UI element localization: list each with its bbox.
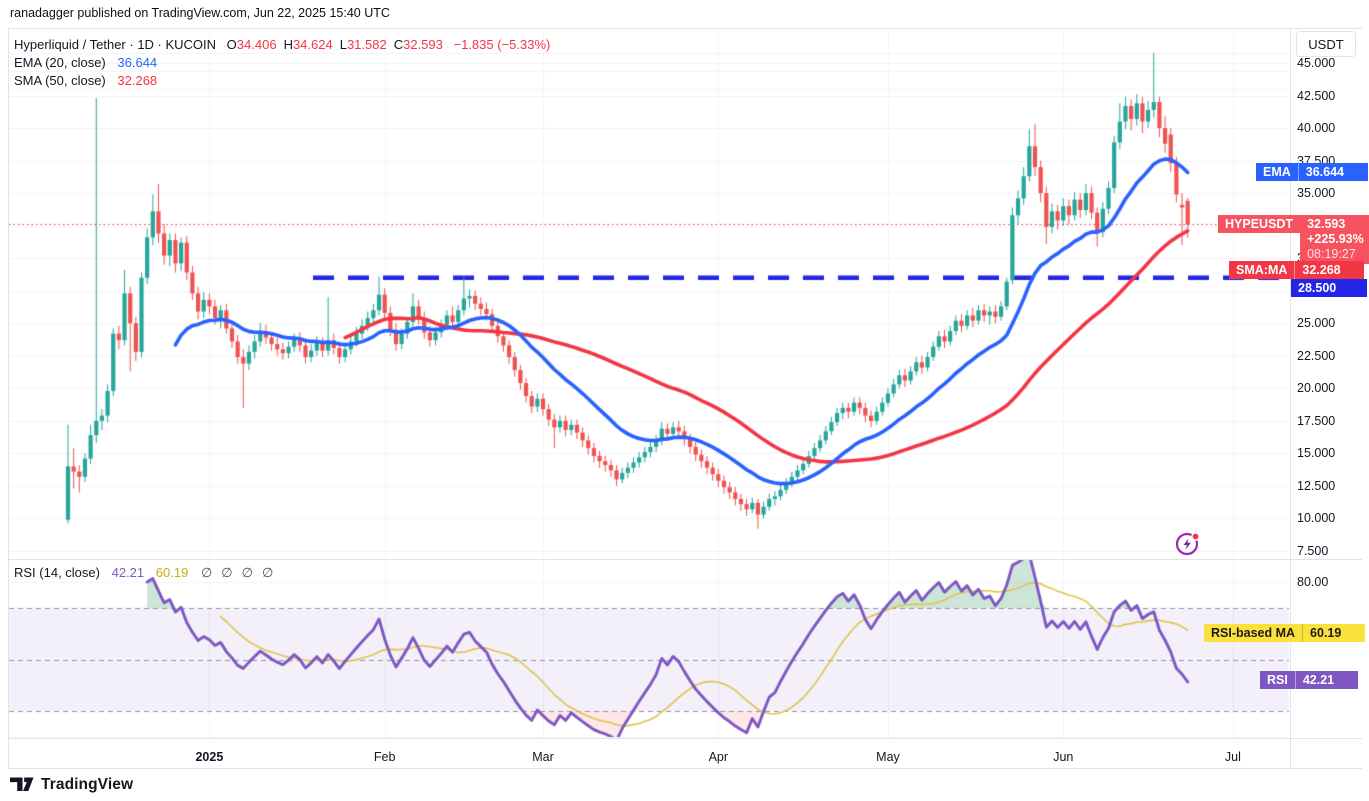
price-tick: 10.000 [1297, 511, 1336, 526]
tradingview-logo-text: TradingView [41, 775, 134, 793]
ohlc-values: O34.406 H34.624 L31.582 C32.593 [220, 37, 443, 52]
time-tick-Mar: Mar [532, 750, 554, 764]
bar-countdown: 08:19:27 [1307, 247, 1356, 262]
sma-badge-value: 32.268 [1295, 261, 1365, 280]
time-tick-Jun: Jun [1053, 750, 1074, 764]
change-value: −1.835 (−5.33%) [453, 37, 551, 52]
change-percent: +225.93% [1307, 232, 1364, 247]
flash-boost-icon[interactable] [1174, 529, 1202, 557]
price-tick: 15.000 [1297, 446, 1336, 461]
price-tick: 35.000 [1297, 186, 1336, 201]
price-tick: 7.500 [1297, 543, 1329, 558]
last-price-badge: HYPEUSDT 32.593 +225.93% 08:19:27 [1218, 215, 1369, 265]
last-price: 32.593 [1307, 217, 1346, 232]
rsi-badge-label: RSI [1260, 670, 1296, 689]
ema-value: 36.644 [117, 55, 158, 70]
rsi-label: RSI (14, close) [14, 565, 100, 580]
rsi-empty-plots: ∅ ∅ ∅ ∅ [192, 565, 273, 580]
pane-divider[interactable] [8, 559, 1362, 560]
price-tick: 45.000 [1297, 56, 1336, 70]
empty-plot-glyph: ∅ [200, 565, 213, 580]
rsi-value: 42.21 [111, 565, 145, 580]
empty-plot-glyph: ∅ [221, 565, 233, 580]
ema-badge-value: 36.644 [1298, 162, 1368, 181]
level-badge-value: 28.500 [1291, 279, 1367, 298]
ohlc-key: H [283, 37, 293, 52]
price-tick: 22.500 [1297, 348, 1336, 363]
left-border [8, 28, 9, 768]
rsi-legend-row[interactable]: RSI (14, close) 42.21 60.19 ∅ ∅ ∅ ∅ [14, 565, 273, 581]
ohlc-val: 34.406 [236, 37, 277, 52]
ema-legend-row[interactable]: EMA (20, close) 36.644 [14, 55, 157, 70]
sma-price-badge: SMA:MA 32.268 [1229, 261, 1365, 280]
attribution-text: ranadagger published on TradingView.com,… [10, 6, 390, 20]
empty-plot-glyph: ∅ [241, 565, 253, 580]
ema-badge-label: EMA [1256, 162, 1299, 181]
ohlc-key: L [339, 37, 347, 52]
ohlc-key: O [226, 37, 237, 52]
rsi-badge-value: 42.21 [1295, 670, 1358, 689]
time-tick-Jul: Jul [1224, 750, 1241, 764]
rsi-ma-badge-value: 60.19 [1303, 624, 1366, 643]
sma-legend-row[interactable]: SMA (50, close) 32.268 [14, 73, 157, 88]
rsi-ma-badge-label: RSI-based MA [1204, 624, 1304, 643]
symbol-badge-values: 32.593 +225.93% 08:19:27 [1300, 215, 1369, 265]
time-axis-bottom-border [8, 768, 1362, 769]
price-axis-border [1290, 28, 1291, 768]
price-tick: 17.500 [1297, 413, 1336, 428]
level-price-badge: 28.500 [1291, 279, 1367, 298]
sma-value: 32.268 [117, 73, 158, 88]
symbol-badge-label: HYPEUSDT [1218, 215, 1301, 234]
tradingview-logo-icon [10, 777, 34, 791]
symbol-title: Hyperliquid / Tether · 1D · KUCOIN [14, 37, 217, 52]
time-tick-Apr: Apr [708, 750, 729, 764]
price-tick: 12.500 [1297, 478, 1336, 493]
currency-toggle-button[interactable]: USDT [1296, 31, 1356, 57]
rsi-tick: 80.00 [1297, 575, 1329, 590]
sma-badge-label: SMA:MA [1229, 261, 1296, 280]
price-tick: 40.000 [1297, 121, 1336, 136]
ema-price-badge: EMA 36.644 [1256, 162, 1368, 181]
time-axis-top-border [8, 738, 1362, 739]
empty-plot-glyph: ∅ [261, 565, 274, 580]
time-tick-Feb: Feb [373, 750, 396, 764]
price-tick: 25.000 [1297, 316, 1336, 331]
time-tick-2025: 2025 [195, 750, 224, 764]
rsi-value-badge: RSI 42.21 [1260, 670, 1358, 689]
price-tick: 42.500 [1297, 88, 1336, 103]
ema-label: EMA (20, close) [14, 55, 106, 70]
ohlc-key: C [393, 37, 404, 52]
rsi-ma-value: 60.19 [155, 565, 189, 580]
ohlc-val: 32.593 [403, 37, 443, 52]
ohlc-val: 31.582 [346, 37, 387, 52]
pane-top-border [8, 28, 1362, 29]
sma-label: SMA (50, close) [14, 73, 106, 88]
symbol-legend-row[interactable]: Hyperliquid / Tether · 1D · KUCOIN O34.4… [14, 37, 550, 52]
time-tick-May: May [876, 750, 900, 764]
tradingview-logo[interactable]: TradingView [10, 775, 133, 794]
ohlc-val: 34.624 [292, 37, 333, 52]
price-tick: 20.000 [1297, 381, 1336, 396]
rsi-ma-badge: RSI-based MA 60.19 [1204, 624, 1366, 643]
